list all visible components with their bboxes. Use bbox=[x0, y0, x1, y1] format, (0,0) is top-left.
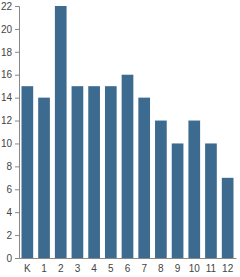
y-tick-label: 14 bbox=[1, 92, 13, 103]
bar bbox=[172, 143, 184, 258]
x-tick: 3 bbox=[75, 258, 81, 274]
x-tick-label: 1 bbox=[41, 263, 47, 274]
y-tick-mark bbox=[15, 258, 19, 259]
y-tick-label: 0 bbox=[6, 253, 12, 264]
bar bbox=[55, 6, 67, 258]
bar bbox=[22, 86, 34, 258]
y-tick: 18 bbox=[1, 47, 19, 58]
bar bbox=[138, 98, 150, 258]
x-tick: 7 bbox=[141, 258, 147, 274]
x-tick-label: 5 bbox=[108, 263, 114, 274]
bar bbox=[205, 143, 217, 258]
x-axis-line bbox=[20, 258, 237, 259]
x-tick-label: 10 bbox=[189, 263, 201, 274]
x-tick-label: 9 bbox=[175, 263, 181, 274]
y-tick-mark bbox=[15, 166, 19, 167]
y-axis: 0 2 4 6 8 10 12 14 16 18 20 22 bbox=[1, 1, 20, 264]
y-tick: 10 bbox=[1, 138, 19, 149]
x-tick-label: 8 bbox=[158, 263, 164, 274]
x-tick-label: 3 bbox=[75, 263, 81, 274]
y-tick-label: 10 bbox=[1, 138, 13, 149]
y-tick-mark bbox=[15, 29, 19, 30]
x-tick-label: 2 bbox=[58, 263, 64, 274]
y-tick-mark bbox=[15, 98, 19, 99]
y-tick: 22 bbox=[1, 1, 19, 12]
x-tick: 11 bbox=[206, 258, 217, 274]
x-tick-label: K bbox=[24, 263, 31, 274]
x-tick: 9 bbox=[175, 258, 181, 274]
y-axis-line bbox=[15, 7, 20, 259]
y-tick: 2 bbox=[6, 230, 19, 241]
y-tick: 12 bbox=[1, 115, 19, 126]
y-tick-label: 4 bbox=[6, 207, 12, 218]
y-tick: 16 bbox=[1, 69, 19, 80]
y-tick-mark bbox=[15, 212, 19, 213]
y-tick-mark bbox=[15, 75, 19, 76]
x-tick: 6 bbox=[125, 258, 131, 274]
bar bbox=[88, 86, 100, 258]
x-tick: 2 bbox=[58, 258, 64, 274]
x-tick: 10 bbox=[189, 258, 201, 274]
y-tick-label: 12 bbox=[1, 115, 13, 126]
y-tick: 20 bbox=[1, 24, 19, 35]
x-tick: 4 bbox=[91, 258, 97, 274]
y-tick-mark bbox=[15, 121, 19, 122]
x-tick: 12 bbox=[222, 258, 234, 274]
x-tick: 5 bbox=[108, 258, 114, 274]
x-tick-label: 12 bbox=[222, 263, 234, 274]
y-tick-label: 18 bbox=[1, 47, 13, 58]
plot: 0246810121416182022K123456789101112 bbox=[1, 1, 237, 274]
y-tick: 8 bbox=[6, 161, 19, 172]
y-tick-label: 16 bbox=[1, 69, 13, 80]
bars bbox=[22, 6, 234, 258]
bar bbox=[105, 86, 117, 258]
bar bbox=[38, 98, 50, 258]
y-tick-label: 8 bbox=[6, 161, 12, 172]
y-tick-mark bbox=[15, 189, 19, 190]
y-tick: 4 bbox=[6, 207, 19, 218]
x-axis: K123456789101112 bbox=[20, 258, 237, 274]
y-tick-label: 22 bbox=[1, 1, 13, 12]
bar bbox=[72, 86, 84, 258]
x-tick-label: 7 bbox=[141, 263, 147, 274]
y-tick-mark bbox=[15, 6, 19, 7]
x-tick: 1 bbox=[41, 258, 47, 274]
chart: 0246810121416182022K123456789101112 bbox=[0, 0, 240, 277]
y-tick: 0 bbox=[6, 253, 19, 264]
y-tick: 6 bbox=[6, 184, 19, 195]
bar bbox=[222, 178, 234, 258]
y-tick-mark bbox=[15, 235, 19, 236]
y-tick-label: 20 bbox=[1, 24, 13, 35]
y-tick-mark bbox=[15, 143, 19, 144]
y-tick-label: 2 bbox=[6, 230, 12, 241]
x-tick: 8 bbox=[158, 258, 164, 274]
x-tick-label: 6 bbox=[125, 263, 131, 274]
bar bbox=[188, 121, 200, 258]
bar bbox=[155, 121, 167, 258]
y-tick-mark bbox=[15, 52, 19, 53]
x-tick-label: 4 bbox=[91, 263, 97, 274]
y-tick-label: 6 bbox=[6, 184, 12, 195]
x-tick: K bbox=[24, 258, 31, 274]
y-tick: 14 bbox=[1, 92, 19, 103]
bar bbox=[122, 75, 134, 258]
x-tick-label: 11 bbox=[206, 263, 217, 274]
